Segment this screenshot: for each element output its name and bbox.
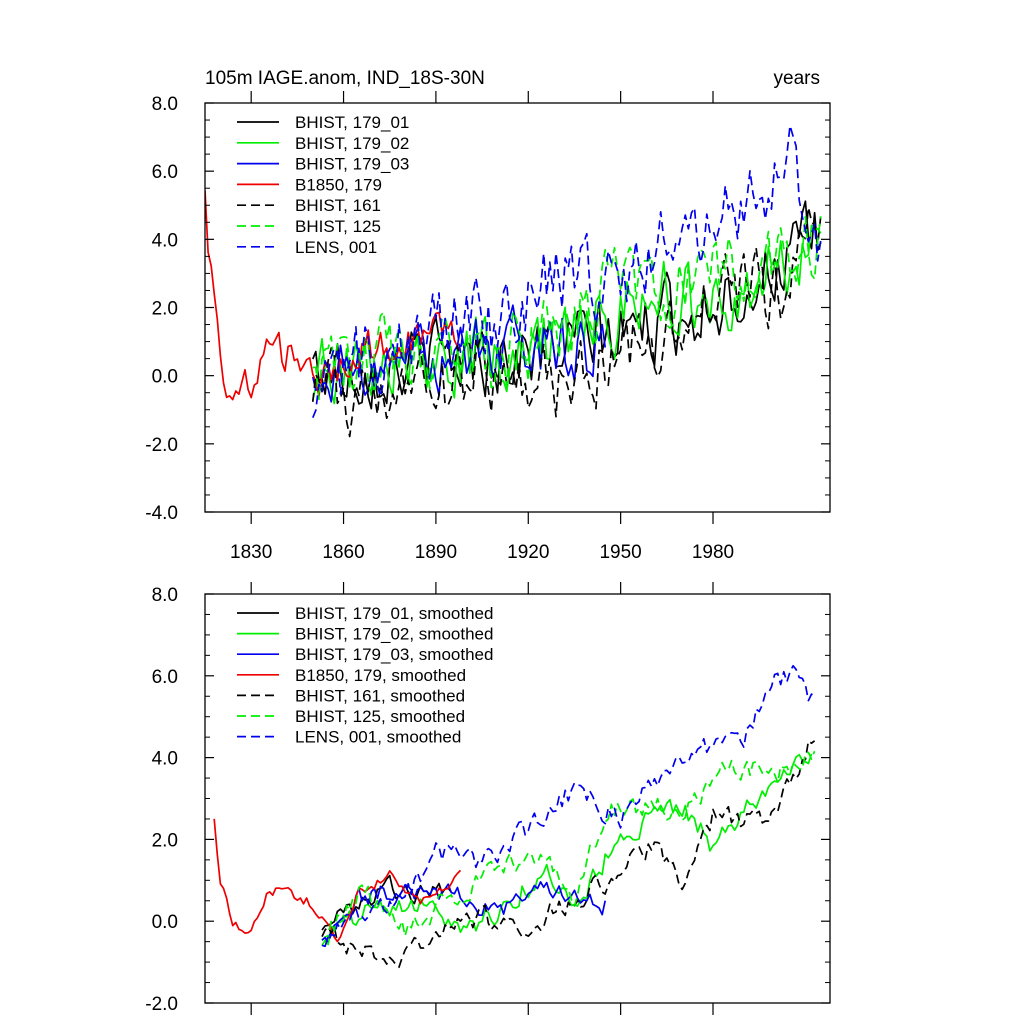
chart-right-title: years (774, 68, 820, 89)
series-group (205, 124, 822, 438)
legend-label: BHIST, 179_01, smoothed (295, 604, 493, 623)
x-tick-label: 1890 (415, 542, 457, 563)
y-tick-label: 2.0 (152, 830, 178, 851)
x-tick-label: 1920 (507, 542, 549, 563)
legend-label: BHIST, 125, smoothed (295, 707, 465, 726)
legend-label: BHIST, 179_02 (295, 134, 409, 153)
y-tick-label: 6.0 (152, 667, 178, 688)
y-tick-label: 8.0 (152, 94, 178, 115)
series-line-6 (321, 664, 816, 944)
legend-label: BHIST, 161 (295, 196, 381, 215)
legend-label: BHIST, 179_01 (295, 113, 409, 132)
legend-label: BHIST, 125 (295, 217, 381, 236)
x-tick-label: 1860 (322, 542, 364, 563)
series-line-1 (311, 224, 822, 405)
legend-label: B1850, 179, smoothed (295, 666, 466, 685)
x-tick-label: 1950 (599, 542, 641, 563)
series-line-3 (213, 818, 462, 943)
bottom-panel: -2.0 0.0 2.0 4.0 6.0 8.0 BHIST, 179_01, smooth… (145, 582, 831, 1015)
y-tick-label: 0.0 (152, 367, 178, 388)
legend-label: LENS, 001 (295, 238, 377, 257)
y-tick-label: -4.0 (145, 503, 178, 524)
legend: BHIST, 179_01, smoothed BHIST, 179_02, sm… (237, 604, 493, 747)
series-line-6 (312, 124, 822, 419)
series-line-4 (321, 740, 816, 969)
legend-label: LENS, 001, smoothed (295, 728, 461, 747)
series-group (213, 664, 816, 969)
series-line-1 (321, 753, 813, 947)
y-tick-label: 4.0 (152, 749, 178, 770)
x-tick-label: 1830 (230, 542, 272, 563)
y-tick-label: 0.0 (152, 912, 178, 933)
y-tick-label: -2.0 (145, 435, 178, 456)
y-tick-label: 2.0 (152, 299, 178, 320)
top-panel: 105m IAGE.anom, IND_18S-30N years -4.0 -2.0… (145, 68, 831, 563)
y-tick-label: 6.0 (152, 162, 178, 183)
legend-label: B1850, 179 (295, 175, 382, 194)
legend-label: BHIST, 161, smoothed (295, 686, 465, 705)
legend-label: BHIST, 179_03 (295, 155, 409, 174)
series-line-4 (311, 206, 822, 438)
y-tick-label: -2.0 (145, 994, 178, 1015)
y-tick-label: 8.0 (152, 585, 178, 606)
y-tick-label: 4.0 (152, 230, 178, 251)
legend-label: BHIST, 179_03, smoothed (295, 645, 493, 664)
series-line-2 (311, 304, 607, 403)
chart-title: 105m IAGE.anom, IND_18S-30N (205, 68, 485, 89)
legend-label: BHIST, 179_02, smoothed (295, 625, 493, 644)
series-line-5 (321, 750, 816, 941)
x-tick-label: 1980 (692, 542, 734, 563)
